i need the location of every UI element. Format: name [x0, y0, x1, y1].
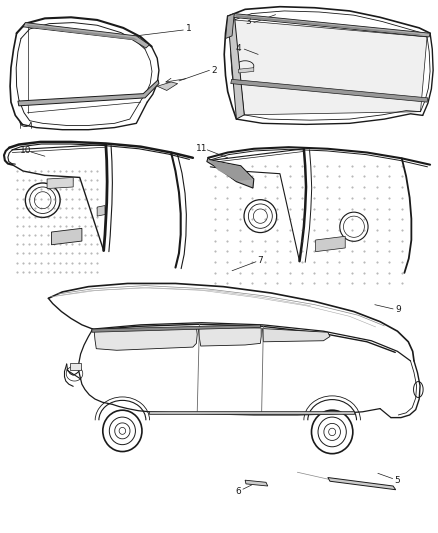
Polygon shape — [231, 79, 428, 102]
Polygon shape — [316, 236, 345, 252]
Polygon shape — [328, 478, 396, 490]
Text: 10: 10 — [20, 147, 31, 156]
Polygon shape — [234, 20, 427, 115]
Polygon shape — [27, 25, 137, 40]
Polygon shape — [47, 177, 73, 189]
Polygon shape — [23, 22, 149, 48]
Polygon shape — [51, 228, 82, 245]
Polygon shape — [97, 206, 105, 216]
Text: 3: 3 — [246, 17, 251, 26]
Polygon shape — [226, 13, 234, 38]
Text: 11: 11 — [196, 144, 207, 153]
Text: 6: 6 — [236, 487, 241, 496]
Polygon shape — [18, 80, 159, 106]
Polygon shape — [149, 411, 354, 414]
Polygon shape — [262, 328, 330, 342]
Polygon shape — [228, 13, 244, 119]
Polygon shape — [236, 15, 421, 35]
Polygon shape — [94, 327, 197, 350]
Text: 2: 2 — [212, 66, 217, 75]
Polygon shape — [157, 82, 178, 91]
Text: 5: 5 — [395, 475, 400, 484]
Polygon shape — [210, 160, 252, 181]
Polygon shape — [70, 363, 81, 370]
Text: 7: 7 — [258, 256, 263, 265]
Polygon shape — [92, 325, 260, 332]
Polygon shape — [233, 13, 430, 37]
Text: 1: 1 — [186, 25, 191, 34]
Polygon shape — [198, 327, 261, 346]
Polygon shape — [245, 480, 268, 486]
Polygon shape — [239, 68, 254, 73]
Text: 9: 9 — [396, 305, 401, 314]
Polygon shape — [207, 158, 254, 188]
Text: 4: 4 — [236, 44, 241, 53]
